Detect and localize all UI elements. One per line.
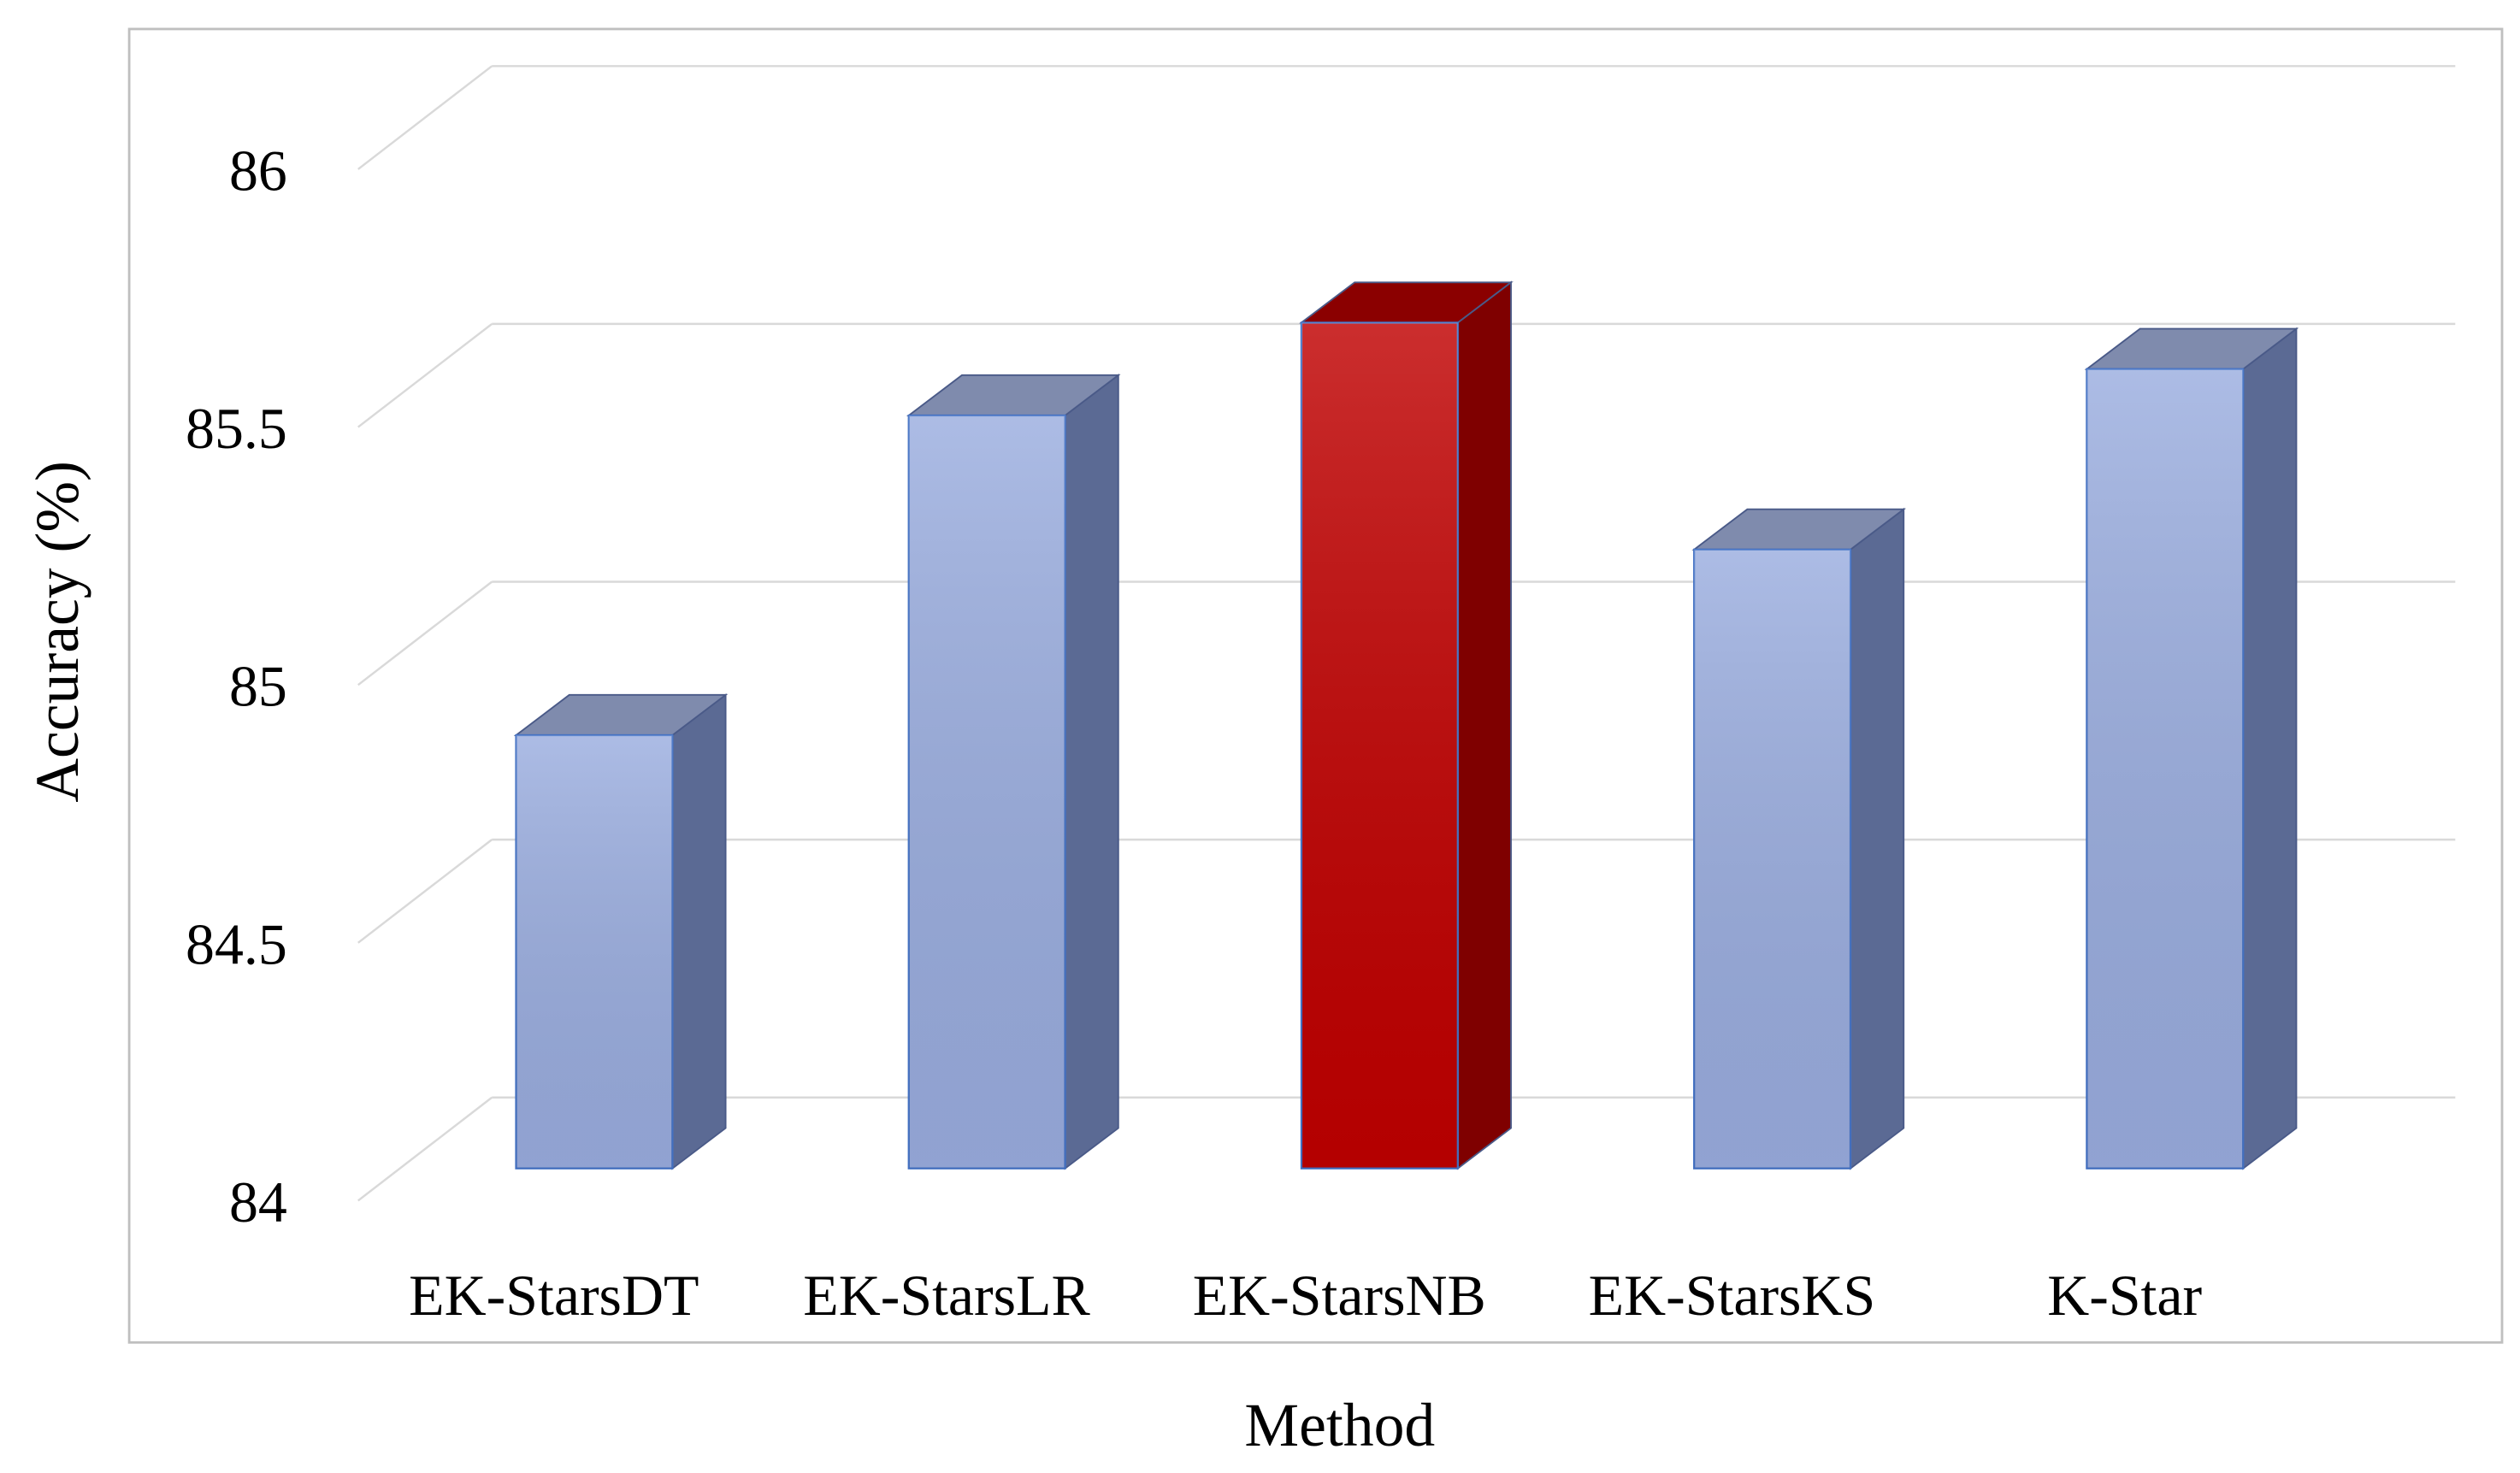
y-tick-label: 85 <box>229 655 287 719</box>
bar-side <box>1456 280 1512 1170</box>
y-tick-label: 86 <box>229 138 287 203</box>
bar-shade <box>1694 549 1851 1169</box>
grid-line-side <box>357 1096 493 1202</box>
bar-side <box>1850 507 1905 1170</box>
grid-line-side <box>357 322 493 428</box>
bar-shade <box>1301 322 1458 1169</box>
grid-line-side <box>357 65 493 170</box>
bar-side <box>2242 327 2298 1170</box>
y-tick-label: 84.5 <box>186 912 287 976</box>
x-tick-label: EK-StarsKS <box>1589 1264 1876 1328</box>
bar-shade <box>908 415 1065 1169</box>
bar-side <box>671 692 727 1170</box>
bar-shade <box>516 734 673 1169</box>
x-tick-label: EK-StarsNB <box>1193 1264 1486 1328</box>
grid-line-side <box>357 580 493 686</box>
x-axis-title: Method <box>1244 1392 1435 1459</box>
x-tick-label: EK-StarsLR <box>803 1264 1090 1328</box>
bar-side <box>1064 373 1119 1170</box>
x-tick-label: EK-StarsDT <box>409 1264 699 1328</box>
y-tick-label: 85.5 <box>186 397 287 461</box>
y-axis-title: Accuracy (%) <box>24 461 91 803</box>
bar-shade <box>2086 368 2244 1169</box>
x-tick-label: K-Star <box>2047 1264 2202 1328</box>
grid-line-side <box>357 839 493 944</box>
y-tick-label: 84 <box>229 1170 287 1234</box>
